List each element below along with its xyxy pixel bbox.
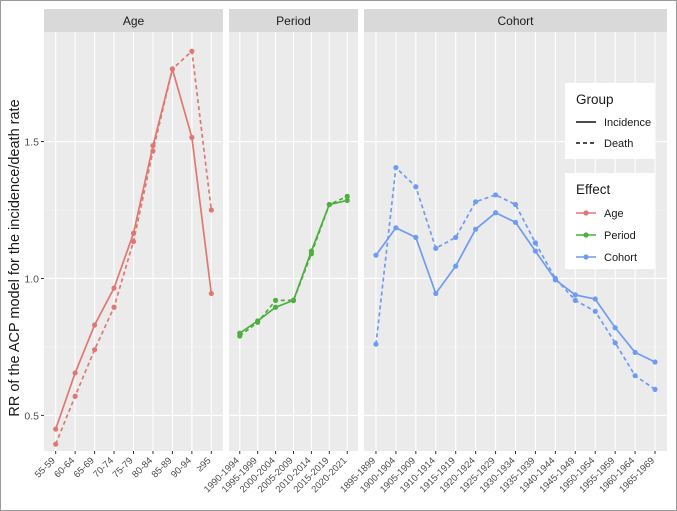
legend-key-point-cohort [583,254,589,260]
y-tick-label: 1.0 [24,273,39,285]
data-point-incidence [433,290,439,297]
data-point-death [308,251,315,257]
panel-age: Age55-5960-6465-6970-7475-7980-8485-8990… [24,9,223,480]
data-point-death [208,207,214,213]
legend-effect-title: Effect [576,182,611,197]
data-point-incidence [393,225,399,231]
data-point-incidence [344,197,350,204]
y-axis-label: RR of the ACP model for the incidence/de… [7,99,23,416]
legend-label-age: Age [604,208,624,220]
data-point-incidence [91,322,98,328]
data-point-incidence [492,210,499,216]
data-point-death [632,373,638,379]
data-point-incidence [53,426,59,432]
data-point-incidence [473,226,479,232]
panel-strip-label: Age [123,14,145,28]
data-point-death [652,386,658,392]
data-point-incidence [373,252,379,258]
data-point-incidence [208,290,214,297]
legend-effect: Effect Age Period Cohort [565,173,655,269]
data-point-death [272,297,279,303]
data-point-incidence [632,349,638,356]
data-point-incidence [72,370,78,376]
data-point-death [453,234,459,240]
data-point-incidence [413,234,419,240]
data-point-death [612,340,618,346]
series-line-death [375,165,656,391]
data-point-death [169,66,176,72]
data-point-death [532,240,539,246]
data-point-incidence [453,263,459,269]
data-point-incidence [272,304,279,310]
y-tick-label: 0.5 [24,410,39,422]
data-point-death [393,164,399,171]
data-point-death [189,48,195,54]
data-point-death [91,347,98,353]
legend-label-death: Death [604,138,633,150]
data-point-death [344,193,350,199]
data-point-death [592,308,598,314]
data-point-incidence [612,325,618,331]
data-point-death [53,441,59,447]
data-point-death [373,341,379,347]
data-point-incidence [572,292,578,298]
data-point-death [552,275,558,282]
panel-strip [364,9,667,32]
data-point-incidence [652,359,658,365]
data-point-death [512,201,519,208]
legend-label-cohort: Cohort [604,252,637,264]
data-point-incidence [592,296,598,302]
data-point-death [150,148,156,154]
data-point-death [433,245,439,251]
data-point-incidence [189,134,195,141]
data-point-incidence [512,219,519,225]
data-point-death [72,393,78,399]
legend-key-point-age [583,210,589,216]
panel-strip [44,9,223,32]
y-tick-label: 1.5 [24,137,39,149]
data-point-death [326,201,332,208]
legend-group: Group Incidence Death [565,83,655,159]
data-point-death [237,333,243,339]
panel-strip-label: Period [276,14,311,28]
data-point-death [255,319,261,325]
legend-label-period: Period [604,230,636,242]
data-point-death [413,184,419,190]
legend-effect-background [565,173,655,269]
data-point-death [290,297,297,303]
data-point-death [572,297,578,303]
data-point-death [111,304,117,310]
data-point-death [492,192,499,198]
legend-key-point-period [583,232,589,238]
data-point-incidence [532,248,539,254]
data-point-death [130,238,137,245]
data-point-death [473,199,479,205]
panel-strip [229,9,358,32]
legend-group-title: Group [576,92,614,107]
panel-strip-label: Cohort [497,14,534,28]
legend-group-background [565,83,655,159]
data-point-incidence [111,285,117,291]
legend-label-incidence: Incidence [604,117,651,129]
